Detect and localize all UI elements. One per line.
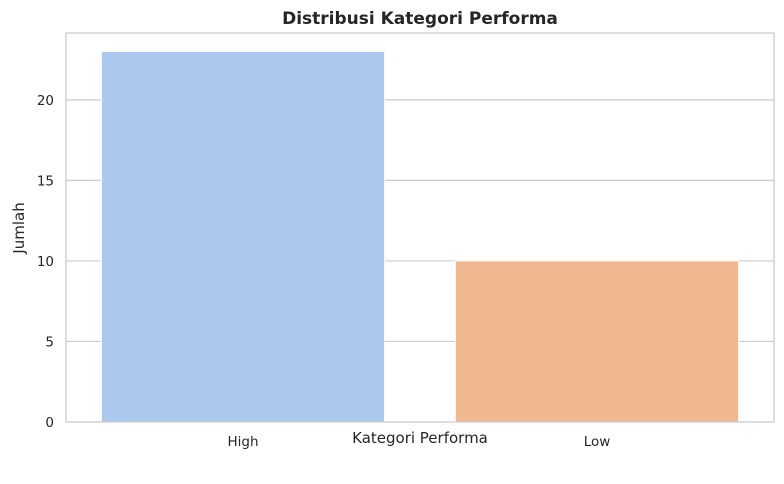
bar-high: [100, 51, 386, 423]
x-tick-label-high: High: [227, 434, 258, 450]
x-tick-labels: High Low: [227, 434, 610, 450]
y-axis-label: Jumlah: [10, 202, 28, 254]
y-tick-labels: 0 5 10 15 20: [37, 93, 54, 431]
y-tick-label: 10: [37, 254, 54, 270]
plot-frame: [65, 32, 775, 423]
y-tick-label: 0: [45, 415, 54, 431]
bar-low: [454, 260, 740, 423]
y-tick-label: 15: [37, 173, 54, 189]
chart-title: Distribusi Kategori Performa: [282, 9, 558, 29]
x-tick-label-low: Low: [584, 434, 611, 450]
x-axis-label: Kategori Performa: [352, 429, 488, 447]
bars: [100, 51, 740, 423]
y-tick-label: 20: [37, 93, 54, 109]
y-tick-label: 5: [45, 334, 54, 350]
